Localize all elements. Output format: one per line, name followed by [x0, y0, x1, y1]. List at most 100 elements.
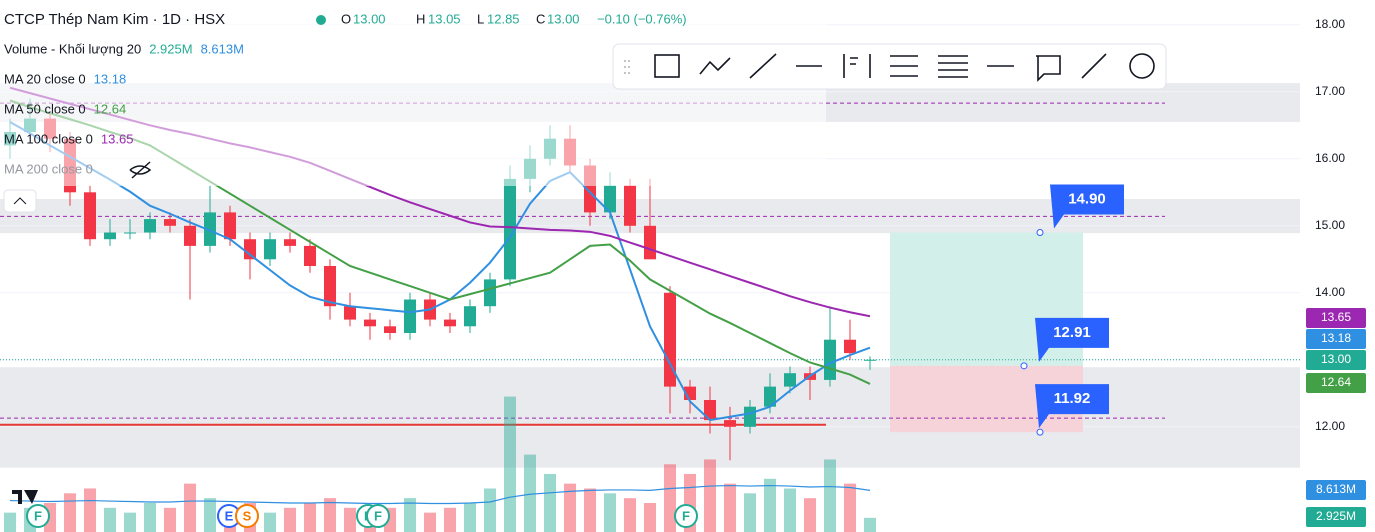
- tool-path[interactable]: [699, 57, 731, 75]
- candle-body: [404, 299, 416, 334]
- position-label-bg: [1050, 184, 1124, 229]
- legend-value: 8.613M: [201, 41, 244, 56]
- position-label-bg: [1035, 384, 1109, 429]
- price-badge-text: 13.18: [1321, 331, 1351, 345]
- h-label: H: [416, 11, 425, 26]
- tool-callout[interactable]: [1036, 55, 1061, 82]
- candle-body: [184, 225, 196, 246]
- y-tick-label: 18.00: [1315, 17, 1345, 31]
- volume-bar: [764, 478, 776, 532]
- h-value: 13.05: [428, 11, 461, 26]
- tool-lines[interactable]: [938, 55, 968, 78]
- volume-bar: [84, 488, 96, 532]
- volume-bar: [744, 493, 756, 532]
- volume-bar: [604, 493, 616, 532]
- tool-circle[interactable]: [1129, 53, 1155, 79]
- c-label: C: [536, 11, 545, 26]
- candle-body: [144, 219, 156, 233]
- legend-name: MA 20 close 0: [4, 71, 86, 86]
- event-label: E: [225, 508, 234, 523]
- candle-body: [504, 178, 516, 280]
- volume-bar: [844, 483, 856, 532]
- price-badge-text: 13.00: [1321, 352, 1351, 366]
- collapse-button[interactable]: [3, 189, 37, 213]
- event-marker[interactable]: [366, 504, 390, 528]
- legend-value: 13.65: [101, 131, 134, 146]
- position-label-bg: [1035, 317, 1109, 362]
- tool-arrow[interactable]: [1081, 53, 1107, 79]
- event-marker[interactable]: [235, 504, 259, 528]
- candle-body: [204, 212, 216, 246]
- tool-rect[interactable]: [654, 54, 680, 78]
- candle-body: [264, 239, 276, 260]
- position-handle: [1020, 362, 1028, 370]
- volume-ma: [9, 484, 871, 505]
- candle-body: [304, 245, 316, 266]
- volume-bar: [804, 498, 816, 532]
- volume-bar: [484, 488, 496, 532]
- candle-body: [464, 306, 476, 327]
- volume-bar: [304, 502, 316, 532]
- candle-body: [744, 406, 756, 427]
- volume-bar: [184, 483, 196, 532]
- candle-body: [824, 339, 836, 380]
- volume-bar: [664, 464, 676, 532]
- candle-body: [324, 266, 336, 307]
- volume-bar: [784, 488, 796, 532]
- event-label: F: [374, 508, 382, 523]
- tool-channel[interactable]: [890, 55, 918, 77]
- title: CTCP Thép Nam Kim · 1D · HSX: [4, 11, 225, 28]
- candle-body: [384, 326, 396, 334]
- hide-icon[interactable]: [129, 161, 152, 179]
- volume-bar: [524, 454, 536, 532]
- volume-bar: [864, 517, 876, 532]
- y-tick-label: 14.00: [1315, 285, 1345, 299]
- price-badge-text: 13.65: [1321, 310, 1351, 324]
- candle-body: [284, 239, 296, 246]
- candle-body: [84, 192, 96, 240]
- candle-body: [344, 306, 356, 320]
- volume-bar: [64, 493, 76, 532]
- volume-bar: [824, 459, 836, 532]
- candle-body: [484, 279, 496, 307]
- volume-bar: [424, 512, 436, 532]
- volume-bar: [464, 502, 476, 532]
- legend-value: 2.925M: [149, 41, 192, 56]
- candle-body: [864, 359, 876, 361]
- candle-body: [244, 239, 256, 260]
- o-value: 13.00: [353, 11, 386, 26]
- volume-bar: [104, 507, 116, 532]
- event-label: S: [243, 508, 252, 523]
- volume-bar: [404, 498, 416, 532]
- volume-bar: [264, 512, 276, 532]
- event-marker[interactable]: [674, 504, 698, 528]
- legend-name: MA 200 close 0: [4, 161, 93, 176]
- legend-value: 12.64: [94, 101, 127, 116]
- candle-body: [624, 185, 636, 226]
- tool-line[interactable]: [749, 53, 777, 79]
- event-label: F: [682, 508, 690, 523]
- logo: [12, 490, 38, 504]
- event-label: F: [34, 508, 42, 523]
- y-tick-label: 15.00: [1315, 218, 1345, 232]
- legend-name: MA 50 close 0: [4, 101, 86, 116]
- volume-bar: [544, 473, 556, 532]
- candle-body: [124, 232, 136, 234]
- status-dot: [316, 15, 326, 25]
- volume-bar: [444, 507, 456, 532]
- tool-fib[interactable]: [843, 54, 871, 78]
- event-marker[interactable]: [26, 504, 50, 528]
- candle-body: [224, 212, 236, 240]
- toolbar: [612, 43, 1167, 90]
- candle-body: [724, 420, 736, 427]
- drag-handle[interactable]: [624, 60, 630, 74]
- candle-body: [784, 373, 796, 387]
- volume-bar: [164, 507, 176, 532]
- volume-bar: [704, 459, 716, 532]
- position-handle: [1036, 428, 1044, 436]
- position-handle: [1036, 228, 1044, 236]
- legend-bg: [0, 0, 826, 186]
- volume-bar: [584, 488, 596, 532]
